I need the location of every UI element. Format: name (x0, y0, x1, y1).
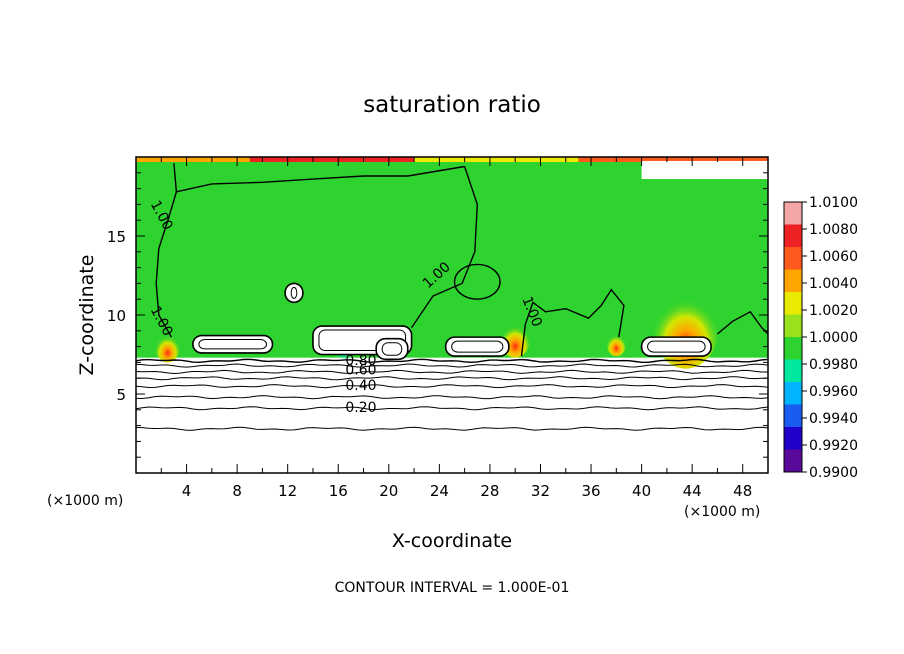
top-strip-band (414, 157, 579, 162)
cloud-inner-contour (381, 342, 403, 356)
contour-line-1-00 (716, 310, 768, 335)
contour-line-1-00 (411, 166, 479, 328)
dry-contour-line (136, 369, 768, 375)
chart-title: saturation ratio (363, 92, 541, 118)
anomaly-spot (606, 330, 627, 357)
x-tick-label: 44 (683, 482, 702, 500)
dry-contour-line (136, 384, 768, 389)
colorbar-swatch (784, 202, 802, 225)
anomaly-spot (154, 330, 181, 363)
colorbar-label: 1.0040 (809, 276, 858, 292)
cloud-region (444, 336, 510, 357)
colorbar-label: 1.0020 (809, 303, 858, 319)
contour-label: 0.20 (345, 400, 376, 416)
colorbar-swatch (784, 269, 802, 292)
colorbar-swatch (784, 359, 802, 382)
colorbar-label: 0.9940 (809, 411, 858, 427)
contour-label: 0.60 (345, 362, 376, 378)
colorbar-label: 1.0060 (809, 249, 858, 265)
dry-contour-line (136, 395, 768, 400)
contour-line-1-00 (176, 165, 465, 193)
cloud-region (192, 334, 274, 354)
field-layer (136, 157, 768, 473)
cloud-inner-contour (451, 340, 504, 353)
colorbar-label: 1.0000 (809, 330, 858, 346)
colorbar-swatch (784, 404, 802, 427)
x-axis-label: X-coordinate (392, 530, 512, 552)
dry-contour-line (136, 358, 768, 364)
x-tick-label: 32 (531, 482, 550, 500)
x-tick-label: 20 (379, 482, 398, 500)
cloud-region (640, 336, 712, 357)
y-tick-label: 15 (107, 228, 126, 246)
cloud-region (284, 282, 304, 304)
colorbar-swatch (784, 224, 802, 247)
contour-loop-1-00 (453, 263, 501, 300)
cloud-inner-contour (290, 286, 298, 299)
cloud-inner-contour (318, 329, 407, 351)
cloud-region (375, 337, 409, 361)
top-white-patch (641, 161, 768, 179)
dry-contour-line (136, 426, 768, 431)
colorbar-label: 0.9920 (809, 438, 858, 454)
contour-label: 0.80 (345, 353, 376, 369)
colorbar-label: 0.9960 (809, 384, 858, 400)
x-unit-left: (×1000 m) (47, 493, 123, 509)
x-tick-label: 24 (430, 482, 449, 500)
y-axis: 5 10 15 (107, 172, 768, 458)
x-tick-label: 16 (329, 482, 348, 500)
top-strip-band (136, 157, 250, 162)
colorbar-swatch (784, 337, 802, 360)
dry-region (136, 357, 768, 473)
cloud-inner-contour (198, 339, 268, 350)
x-tick-label: 12 (278, 482, 297, 500)
x-tick-label: 28 (480, 482, 499, 500)
x-tick-label: 48 (733, 482, 752, 500)
colorbar-label: 0.9900 (809, 465, 858, 481)
contour-line-1-00 (520, 288, 625, 357)
x-unit-right: (×1000 m) (684, 504, 760, 520)
contour-label: 0.40 (345, 378, 376, 394)
cloud-inner-contour (647, 340, 706, 353)
colorbar-swatch (784, 292, 802, 315)
dry-contour-line (136, 363, 768, 368)
x-axis: 4 8 12 16 20 24 28 32 36 40 44 48 (160, 157, 752, 500)
x-tick-label: 4 (182, 482, 192, 500)
top-strip-band (249, 157, 415, 162)
y-tick-label: 5 (116, 386, 126, 404)
colorbar-swatch (784, 247, 802, 270)
colorbar-swatch (784, 427, 802, 450)
colorbar-swatch (784, 449, 802, 472)
dry-contour-line (136, 406, 768, 411)
colorbar: 1.0100 1.0080 1.0060 1.0040 1.0020 1.0000 0.99… (783, 195, 858, 481)
plot-area (136, 157, 768, 473)
colorbar-label: 0.9980 (809, 357, 858, 373)
y-tick-label: 10 (107, 307, 126, 325)
contour-interval-note: CONTOUR INTERVAL = 1.000E-01 (335, 580, 570, 596)
dry-contour-line (136, 376, 768, 381)
y-axis-label: Z-coordinate (76, 255, 98, 376)
x-tick-label: 36 (581, 482, 600, 500)
colorbar-label: 1.0100 (809, 195, 858, 211)
x-tick-label: 8 (232, 482, 242, 500)
x-tick-label: 40 (632, 482, 651, 500)
top-strip-band (578, 157, 768, 162)
contour-layer (136, 163, 768, 431)
colorbar-swatch (784, 382, 802, 405)
colorbar-label: 1.0080 (809, 222, 858, 238)
colorbar-swatch (784, 314, 802, 337)
